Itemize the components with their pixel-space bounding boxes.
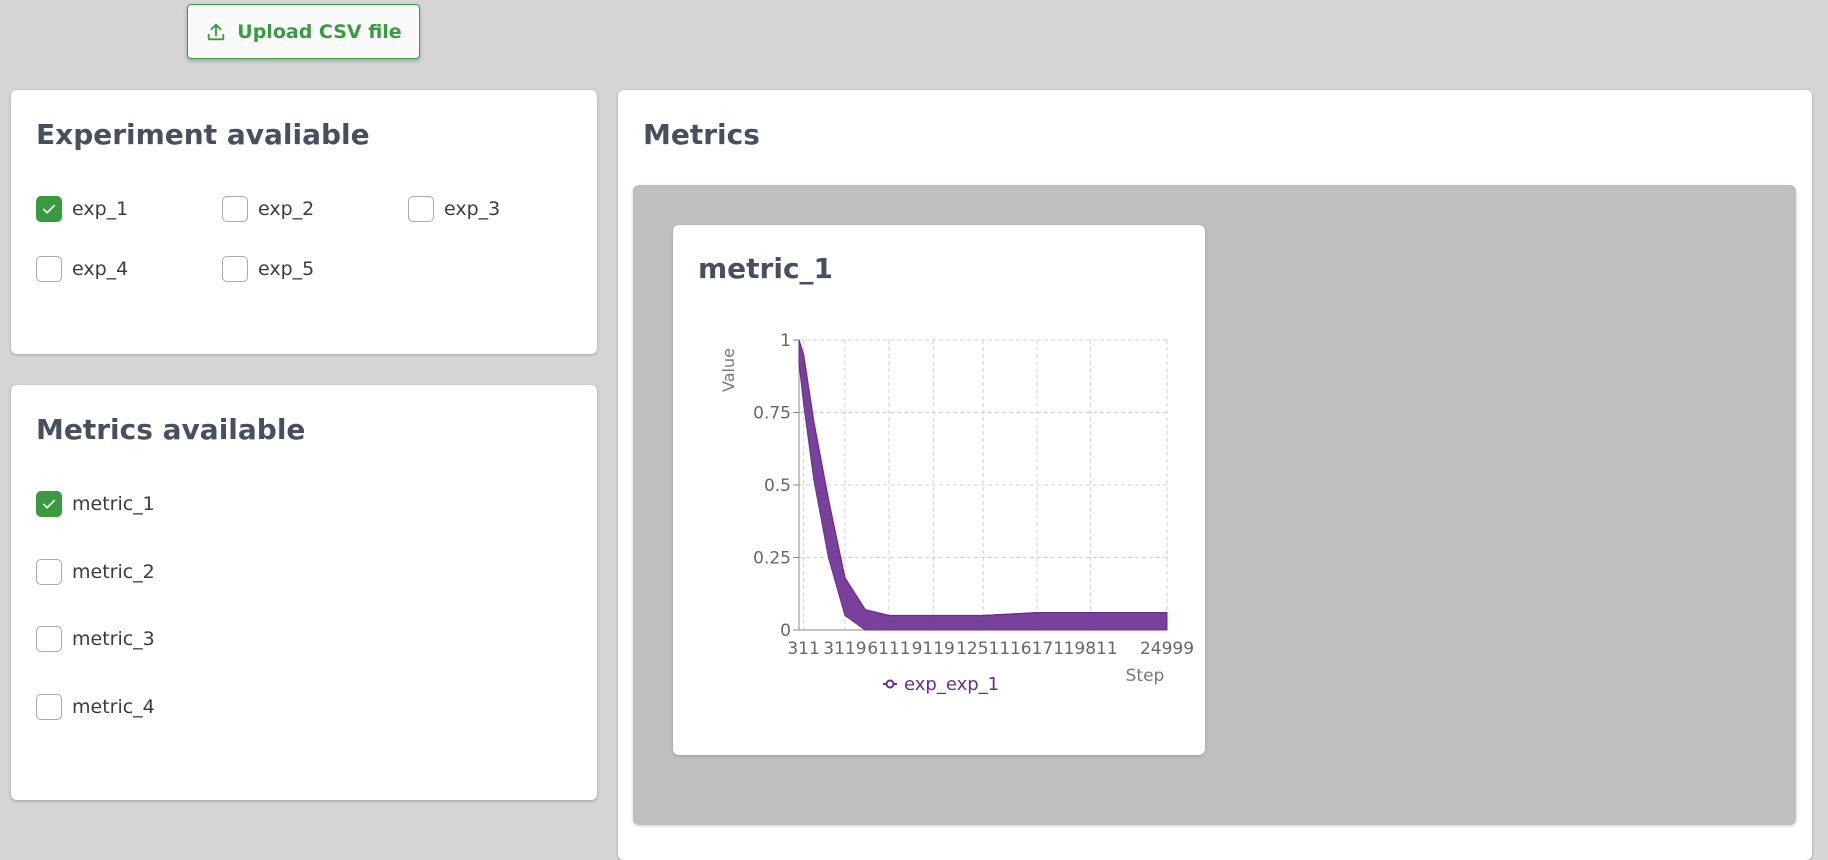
checkbox[interactable] <box>222 196 248 222</box>
metric-chart-card: metric_1 311 3119 6111 9119 12511 16171 19811 2… <box>673 225 1205 755</box>
series-line-exp_exp_1 <box>798 339 1167 617</box>
experiments-title: Experiment avaliable <box>36 118 370 151</box>
legend-label: exp_exp_1 <box>904 674 999 695</box>
metric-checkbox-metric_4[interactable]: metric_4 <box>36 693 155 720</box>
x-tick-label: 12511 <box>956 639 1010 659</box>
experiment-checkbox-exp_5[interactable]: exp_5 <box>222 256 314 282</box>
metric-checkbox-metric_3[interactable]: metric_3 <box>36 626 155 652</box>
x-tick-label: 24999 <box>1140 639 1194 659</box>
metric-checkbox-metric_1[interactable]: metric_1 <box>36 491 155 517</box>
metrics-available-title: Metrics available <box>36 413 306 446</box>
upload-icon <box>208 23 225 40</box>
y-tick-label: 0.75 <box>753 404 791 424</box>
y-tick-label: 0.5 <box>764 476 791 496</box>
experiment-checkbox-exp_1[interactable]: exp_1 <box>36 196 128 222</box>
x-tick-label: 9119 <box>912 639 955 659</box>
checkbox-label: exp_1 <box>72 198 129 220</box>
x-tick-label: 16171 <box>1010 639 1064 659</box>
checkbox-label: metric_2 <box>72 560 155 583</box>
checkbox[interactable] <box>36 491 62 517</box>
metric-checkbox-metric_2[interactable]: metric_2 <box>36 558 155 585</box>
checkbox-label: metric_1 <box>72 493 155 515</box>
experiment-checkbox-exp_2[interactable]: exp_2 <box>222 196 314 222</box>
x-tick-label: 3119 <box>823 639 866 659</box>
checkbox-label: exp_2 <box>258 198 315 220</box>
x-tick-label: 6111 <box>867 639 910 659</box>
metric-line-chart: 311 3119 6111 9119 12511 16171 19811 24999 0 0.25… <box>719 331 1194 695</box>
experiments-panel: Experiment avaliable exp_1 exp_2 exp_3 exp_… <box>11 90 597 354</box>
checkbox-label: metric_3 <box>72 628 155 650</box>
x-tick-label: 19811 <box>1064 639 1118 659</box>
chart-title: metric_1 <box>698 252 834 285</box>
legend-marker <box>885 679 895 689</box>
upload-csv-button[interactable]: Upload CSV file <box>187 4 420 59</box>
checkbox[interactable] <box>408 196 434 222</box>
checkbox[interactable] <box>36 558 62 585</box>
metrics-panel-title: Metrics <box>643 118 760 151</box>
x-tick-label: 311 <box>787 639 819 659</box>
y-tick-label: 1 <box>780 331 791 351</box>
checkmark-icon <box>42 204 56 214</box>
y-tick-label: 0 <box>780 621 791 641</box>
checkbox[interactable] <box>36 626 62 652</box>
upload-csv-label: Upload CSV file <box>237 20 402 43</box>
checkbox-label: metric_4 <box>72 695 155 718</box>
checkmark-icon <box>42 499 56 509</box>
checkbox-label: exp_4 <box>72 258 129 280</box>
checkbox[interactable] <box>36 693 62 720</box>
x-axis-label: Step <box>1126 666 1165 686</box>
y-axis-label: Value <box>719 348 738 392</box>
checkbox[interactable] <box>222 256 248 282</box>
y-tick-label: 0.25 <box>753 549 791 569</box>
checkbox-label: exp_3 <box>444 198 501 220</box>
checkbox[interactable] <box>36 256 62 282</box>
checkbox[interactable] <box>36 196 62 222</box>
experiment-checkbox-exp_4[interactable]: exp_4 <box>36 256 128 282</box>
checkbox-label: exp_5 <box>258 258 315 280</box>
experiment-checkbox-exp_3[interactable]: exp_3 <box>408 196 500 222</box>
